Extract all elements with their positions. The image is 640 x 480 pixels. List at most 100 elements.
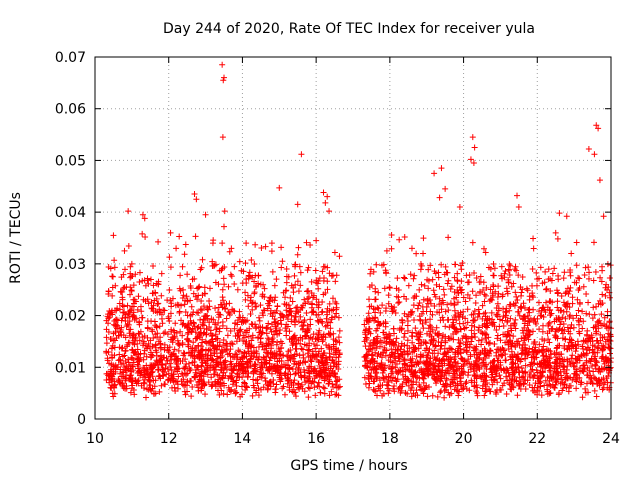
data-point xyxy=(277,338,284,345)
data-point xyxy=(187,285,194,292)
data-point xyxy=(280,352,287,359)
data-point xyxy=(191,275,198,282)
data-point xyxy=(290,355,297,362)
data-point xyxy=(153,357,160,364)
data-point xyxy=(158,270,165,277)
data-point xyxy=(243,338,250,345)
data-point xyxy=(206,339,213,346)
data-point xyxy=(305,342,312,349)
data-point xyxy=(436,295,443,302)
data-point xyxy=(463,324,470,331)
data-point xyxy=(374,392,381,399)
data-point xyxy=(258,374,265,381)
data-point xyxy=(502,357,509,364)
data-point xyxy=(483,331,490,338)
data-point xyxy=(438,165,445,172)
data-point xyxy=(593,393,600,400)
data-point xyxy=(362,380,369,387)
data-point xyxy=(242,260,249,267)
data-point xyxy=(295,244,302,251)
data-point xyxy=(179,371,186,378)
data-point xyxy=(202,359,209,366)
data-point xyxy=(576,275,583,282)
data-point xyxy=(203,325,210,332)
data-point xyxy=(326,270,333,277)
data-point xyxy=(127,389,134,396)
data-point xyxy=(247,362,254,369)
data-point xyxy=(174,381,181,388)
data-point xyxy=(273,341,280,348)
data-point xyxy=(407,271,414,278)
data-point xyxy=(514,297,521,304)
data-point xyxy=(216,391,223,398)
data-point xyxy=(202,312,209,319)
data-point xyxy=(131,316,138,323)
data-point xyxy=(103,376,110,383)
data-point xyxy=(253,303,260,310)
data-point xyxy=(470,362,477,369)
data-point xyxy=(197,316,204,323)
data-point xyxy=(382,352,389,359)
data-point xyxy=(418,339,425,346)
data-point xyxy=(510,300,517,307)
data-point xyxy=(279,258,286,265)
data-point xyxy=(112,329,119,336)
data-point xyxy=(378,354,385,361)
data-point xyxy=(209,240,216,247)
data-point xyxy=(393,361,400,368)
data-point xyxy=(528,368,535,375)
data-point xyxy=(149,352,156,359)
data-point xyxy=(161,369,168,376)
data-point xyxy=(481,392,488,399)
data-point xyxy=(120,309,127,316)
data-point xyxy=(485,352,492,359)
data-point xyxy=(197,306,204,313)
data-point xyxy=(567,382,574,389)
data-point xyxy=(249,332,256,339)
data-point xyxy=(292,305,299,312)
data-point xyxy=(369,315,376,322)
data-point xyxy=(184,271,191,278)
data-point xyxy=(295,318,302,325)
data-point xyxy=(271,363,278,370)
data-point xyxy=(493,327,500,334)
data-point xyxy=(313,372,320,379)
data-point xyxy=(264,335,271,342)
data-point xyxy=(392,310,399,317)
data-point xyxy=(475,351,482,358)
data-point xyxy=(244,364,251,371)
data-point xyxy=(589,342,596,349)
data-point xyxy=(119,288,126,295)
data-point xyxy=(506,271,513,278)
data-point xyxy=(124,302,131,309)
data-point xyxy=(456,365,463,372)
data-point xyxy=(501,380,508,387)
data-point xyxy=(321,390,328,397)
data-point xyxy=(308,300,315,307)
data-point xyxy=(319,338,326,345)
data-point xyxy=(475,337,482,344)
data-point xyxy=(285,273,292,280)
data-point xyxy=(140,374,147,381)
data-point xyxy=(307,321,314,328)
data-point xyxy=(545,336,552,343)
data-point xyxy=(515,203,522,210)
data-point xyxy=(317,389,324,396)
data-point xyxy=(150,282,157,289)
data-point xyxy=(187,297,194,304)
data-point xyxy=(107,335,114,342)
data-point xyxy=(200,380,207,387)
data-point xyxy=(318,345,325,352)
data-point xyxy=(521,324,528,331)
data-point xyxy=(316,383,323,390)
data-point xyxy=(315,318,322,325)
data-point xyxy=(242,369,249,376)
data-point xyxy=(265,320,272,327)
data-point xyxy=(561,269,568,276)
data-point xyxy=(245,303,252,310)
x-tick-label: 10 xyxy=(86,431,104,447)
data-point xyxy=(186,365,193,372)
data-point xyxy=(165,315,172,322)
data-point xyxy=(385,373,392,380)
data-point xyxy=(147,386,154,393)
